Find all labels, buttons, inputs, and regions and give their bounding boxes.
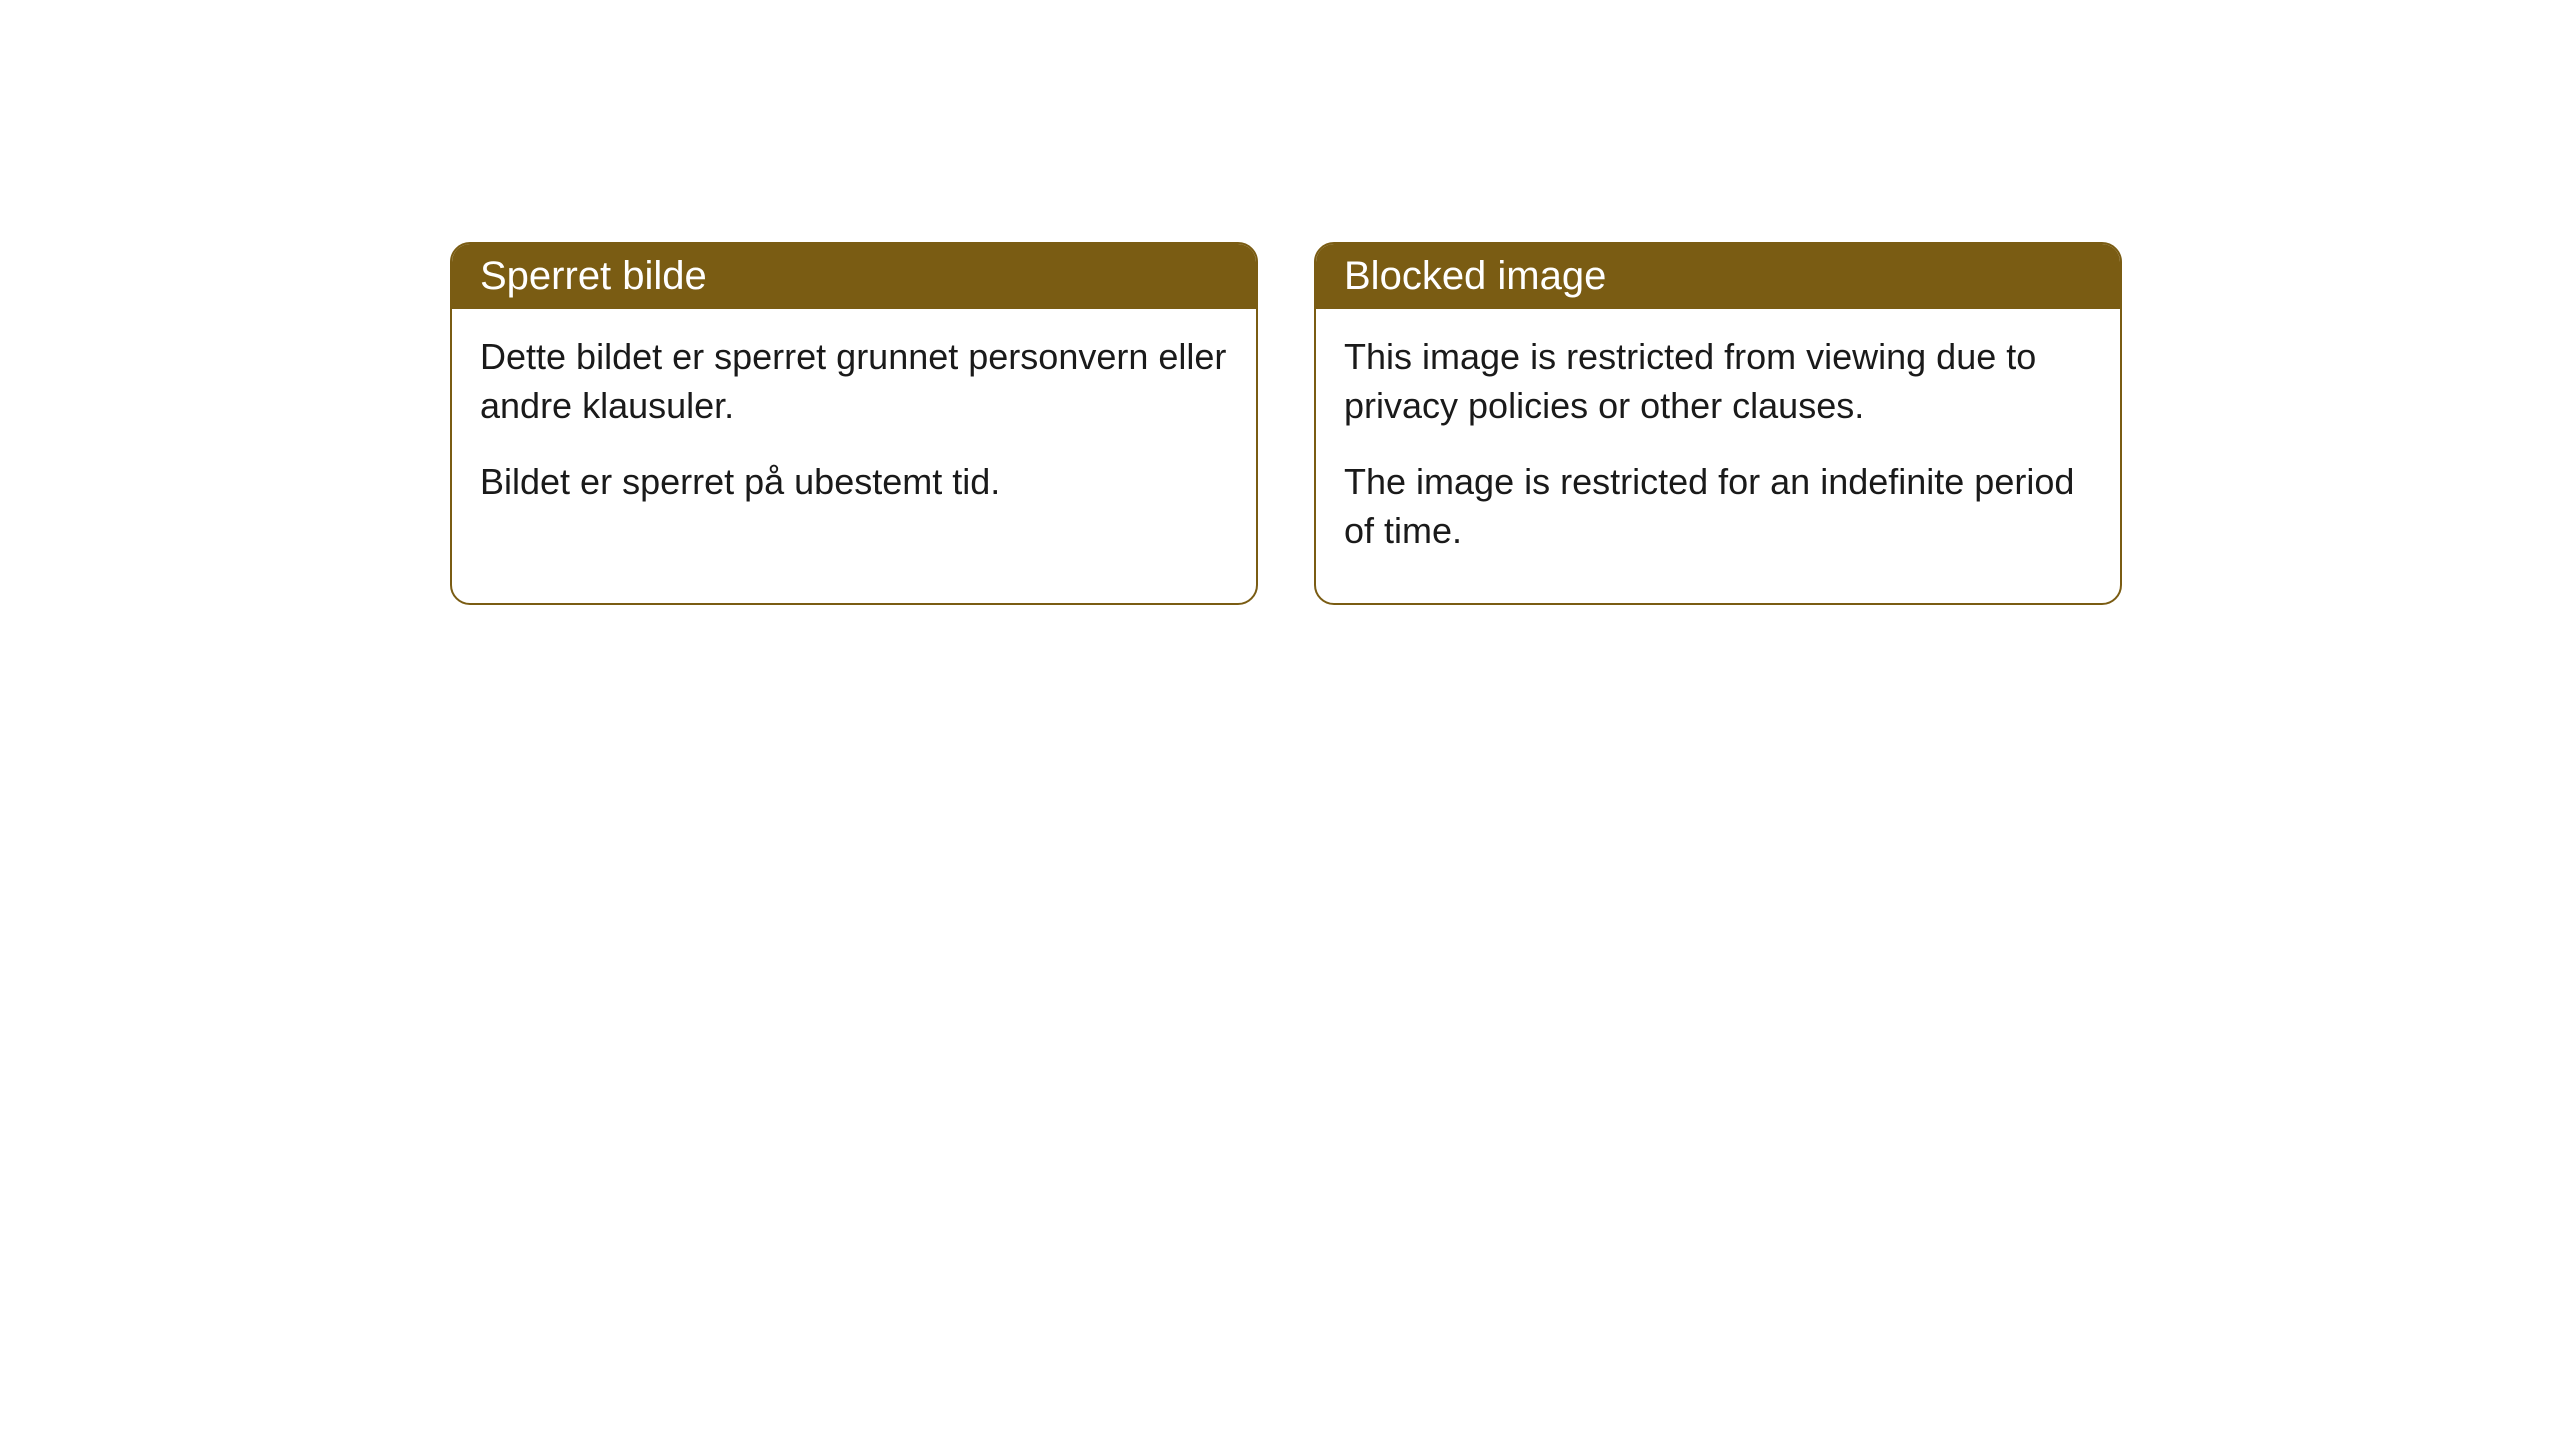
notice-card-norwegian: Sperret bilde Dette bildet er sperret gr…: [450, 242, 1258, 605]
card-header: Blocked image: [1316, 244, 2120, 309]
card-paragraph: The image is restricted for an indefinit…: [1344, 458, 2092, 555]
card-title: Sperret bilde: [480, 254, 707, 298]
notice-cards-container: Sperret bilde Dette bildet er sperret gr…: [450, 242, 2122, 605]
card-header: Sperret bilde: [452, 244, 1256, 309]
card-paragraph: Dette bildet er sperret grunnet personve…: [480, 333, 1228, 430]
card-body: This image is restricted from viewing du…: [1316, 309, 2120, 603]
card-paragraph: This image is restricted from viewing du…: [1344, 333, 2092, 430]
card-body: Dette bildet er sperret grunnet personve…: [452, 309, 1256, 555]
card-paragraph: Bildet er sperret på ubestemt tid.: [480, 458, 1228, 507]
notice-card-english: Blocked image This image is restricted f…: [1314, 242, 2122, 605]
card-title: Blocked image: [1344, 254, 1606, 298]
